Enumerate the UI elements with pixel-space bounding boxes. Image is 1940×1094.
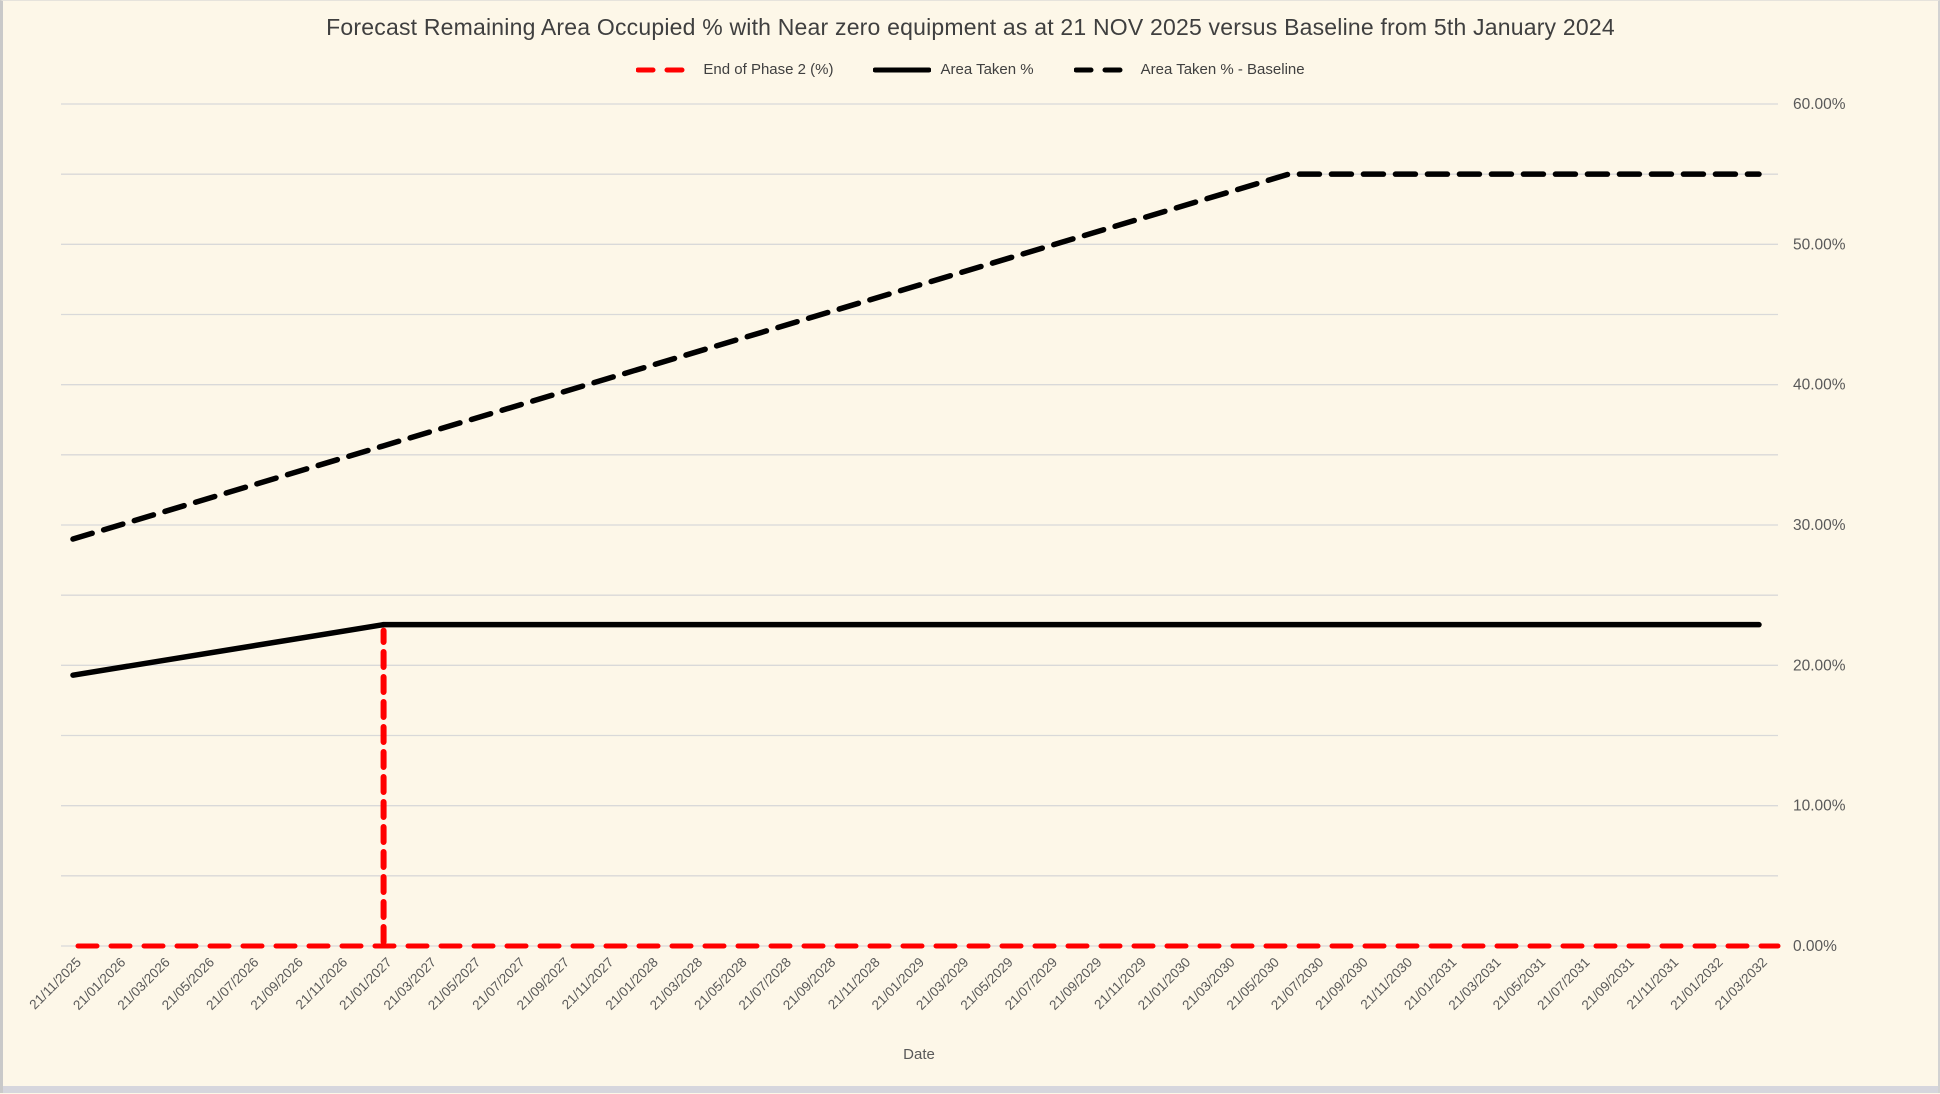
legend-marker-solid-black-icon — [873, 67, 932, 72]
window-bottom-edge — [3, 1086, 1938, 1093]
y-tick-label: 60.00% — [1793, 96, 1846, 113]
legend-item-end-of-phase-2[interactable]: End of Phase 2 (%) — [636, 61, 833, 78]
legend-label-area-taken: Area Taken % — [940, 61, 1034, 78]
legend-item-area-taken-baseline[interactable]: Area Taken % - Baseline — [1073, 61, 1305, 78]
y-tick-label: 30.00% — [1793, 517, 1846, 534]
y-tick-label: 50.00% — [1793, 236, 1846, 253]
y-tick-label: 20.00% — [1793, 657, 1846, 674]
y-tick-label: 10.00% — [1793, 798, 1846, 815]
legend-marker-dashed-red-icon — [636, 67, 695, 72]
y-axis-labels: 0.00% 10.00% 20.00% 30.00% 40.00% 50.00% 60.00… — [1793, 96, 1846, 955]
series-area-taken — [70, 621, 1762, 678]
y-tick-label: 0.00% — [1793, 938, 1837, 955]
plot-area: 0.00% 10.00% 20.00% 30.00% 40.00% 50.00% 60.00… — [26, 96, 1846, 1063]
x-axis-labels: 21/11/202521/01/202621/03/202621/05/2026… — [26, 955, 1770, 1013]
chart-title: Forecast Remaining Area Occupied % with … — [326, 14, 1615, 40]
series-lines — [70, 171, 1781, 949]
legend-label-area-taken-baseline: Area Taken % - Baseline — [1140, 61, 1305, 78]
x-axis-title: Date — [903, 1046, 935, 1063]
y-tick-label: 40.00% — [1793, 377, 1846, 394]
series-area-taken-baseline — [70, 171, 1762, 542]
legend-marker-dashed-black-icon — [1073, 67, 1132, 72]
gridlines — [61, 103, 1778, 947]
legend-label-end-of-phase-2: End of Phase 2 (%) — [703, 61, 834, 78]
legend-item-area-taken[interactable]: Area Taken % — [873, 61, 1034, 78]
legend: End of Phase 2 (%) Area Taken % Area Tak… — [3, 61, 1938, 78]
